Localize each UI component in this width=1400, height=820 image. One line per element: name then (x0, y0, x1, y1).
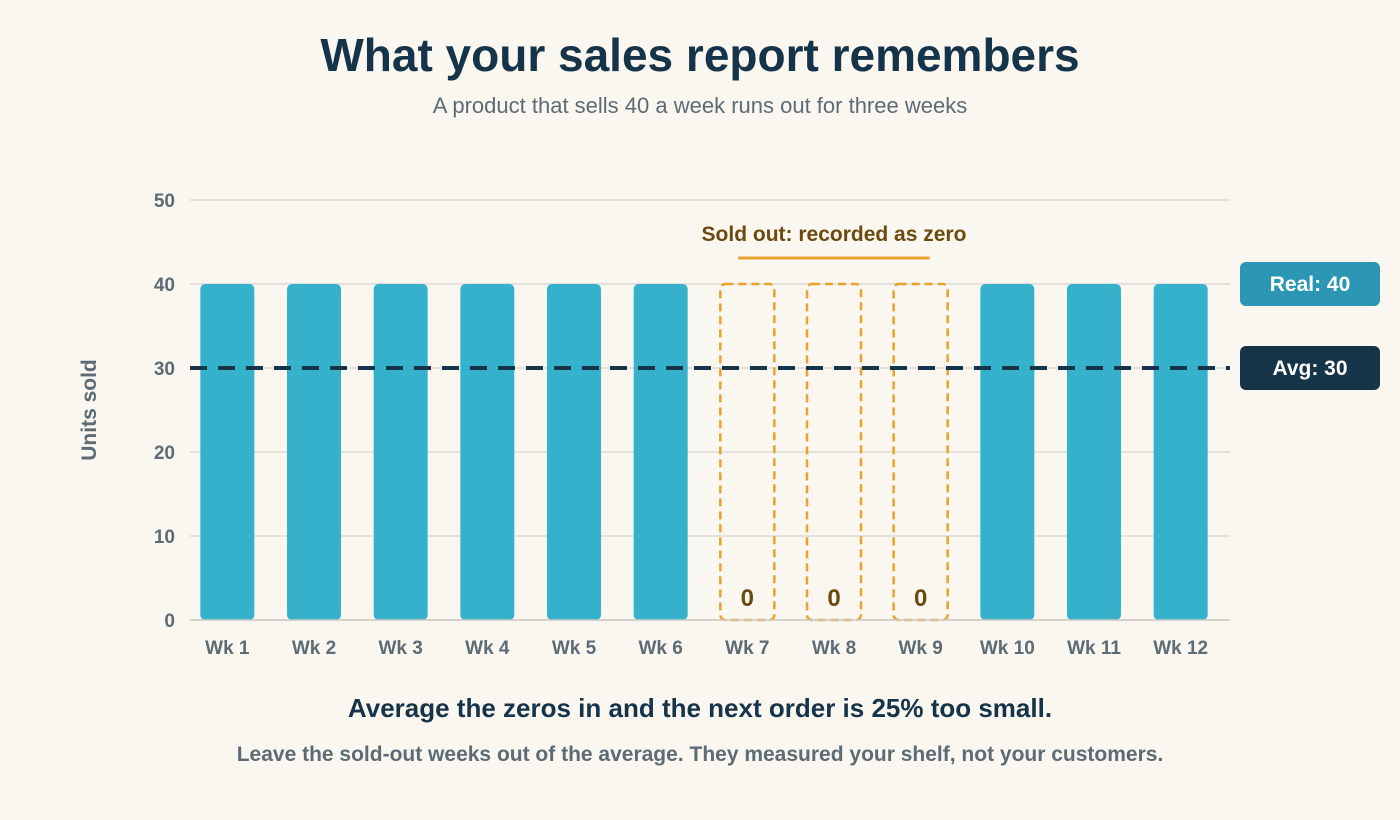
bar (460, 284, 515, 620)
y-axis-label: Units sold (78, 359, 101, 461)
real-demand-tag (1240, 262, 1380, 306)
x-tick-label: Wk 5 (552, 638, 597, 659)
chart-title: What your sales report remembers (320, 29, 1080, 81)
average-tag-label: Avg: 30 (1272, 357, 1347, 380)
real-demand-tag-label: Real: 40 (1270, 273, 1351, 296)
bar-value-label: 0 (914, 585, 927, 612)
y-tick-label: 20 (154, 443, 175, 464)
x-tick-label: Wk 2 (292, 638, 336, 659)
x-tick-label: Wk 11 (1067, 638, 1121, 659)
sold-out-annotation: Sold out: recorded as zero (702, 223, 967, 246)
headline-text: Average the zeros in and the next order … (347, 693, 1053, 723)
x-tick-label: Wk 12 (1153, 638, 1208, 659)
x-tick-label: Wk 4 (465, 638, 510, 659)
x-tick-label: Wk 10 (980, 638, 1035, 659)
y-tick-label: 10 (154, 527, 175, 548)
bar (633, 284, 688, 620)
bar (980, 284, 1035, 620)
y-tick-label: 50 (154, 191, 175, 212)
x-tick-label: Wk 3 (378, 638, 422, 659)
x-tick-label: Wk 1 (205, 638, 250, 659)
bar (287, 284, 341, 620)
average-tag (1240, 346, 1380, 390)
y-tick-label: 40 (154, 275, 175, 296)
chart-subtitle: A product that sells 40 a week runs out … (432, 93, 968, 118)
x-tick-label: Wk 6 (638, 638, 682, 659)
bar-value-label: 0 (741, 585, 754, 612)
y-tick-label: 0 (164, 611, 175, 632)
y-tick-label: 30 (154, 359, 175, 380)
bar (200, 284, 255, 620)
bar (1153, 284, 1208, 620)
bar-chart: 0 10 20 30 40 50 Units sold Wk 1 Wk 2 Wk 3 Wk 4 Wk … (78, 191, 1380, 659)
x-tick-label: Wk 8 (812, 638, 856, 659)
x-tick-label: Wk 7 (725, 638, 769, 659)
footnote-text: Leave the sold-out weeks out of the aver… (236, 743, 1164, 766)
bar-value-label: 0 (827, 585, 840, 612)
bar (547, 284, 601, 620)
bar (373, 284, 428, 620)
bar (1067, 284, 1121, 620)
x-tick-label: Wk 9 (898, 638, 942, 659)
